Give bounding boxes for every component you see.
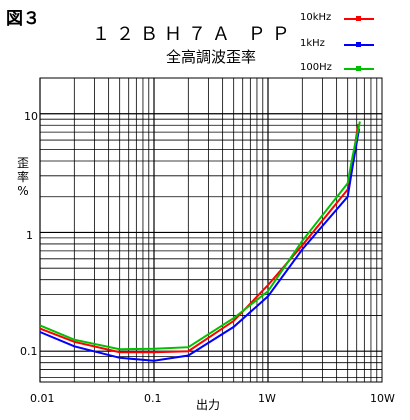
legend-swatch-1khz <box>344 42 374 47</box>
x-tick-label: 0.01 <box>30 392 55 405</box>
legend-swatch-100hz <box>344 66 374 71</box>
series-line-100hz <box>39 121 361 351</box>
legend-label-10khz: 10kHz <box>300 12 332 23</box>
y-tick-label: 10 <box>24 110 38 123</box>
x-tick-label: 1W <box>258 392 276 405</box>
y-tick-label: 1 <box>26 229 33 242</box>
legend-label-100hz: 100Hz <box>300 62 332 73</box>
chart-title: １２ＢＨ７Ａ ＰＰ <box>92 24 296 45</box>
x-tick-label: 0.1 <box>144 392 162 405</box>
legend-marker <box>356 66 361 71</box>
y-axis-label: 歪率 % <box>16 156 29 198</box>
legend-swatch-10khz <box>344 16 374 21</box>
plot-frame <box>39 77 383 383</box>
series-line-1khz <box>39 128 361 362</box>
legend-marker <box>356 16 361 21</box>
figure-label: 図３ <box>6 9 40 29</box>
x-axis-label: 出力 <box>196 398 221 412</box>
chart-subtitle: 全高調波歪率 <box>166 48 257 66</box>
grid <box>39 77 382 382</box>
series-layer <box>39 121 361 362</box>
legend-marker <box>356 42 361 47</box>
x-tick-label: 10W <box>370 392 395 405</box>
legend-label-1khz: 1kHz <box>300 38 325 49</box>
y-tick-label: 0.1 <box>20 345 38 358</box>
